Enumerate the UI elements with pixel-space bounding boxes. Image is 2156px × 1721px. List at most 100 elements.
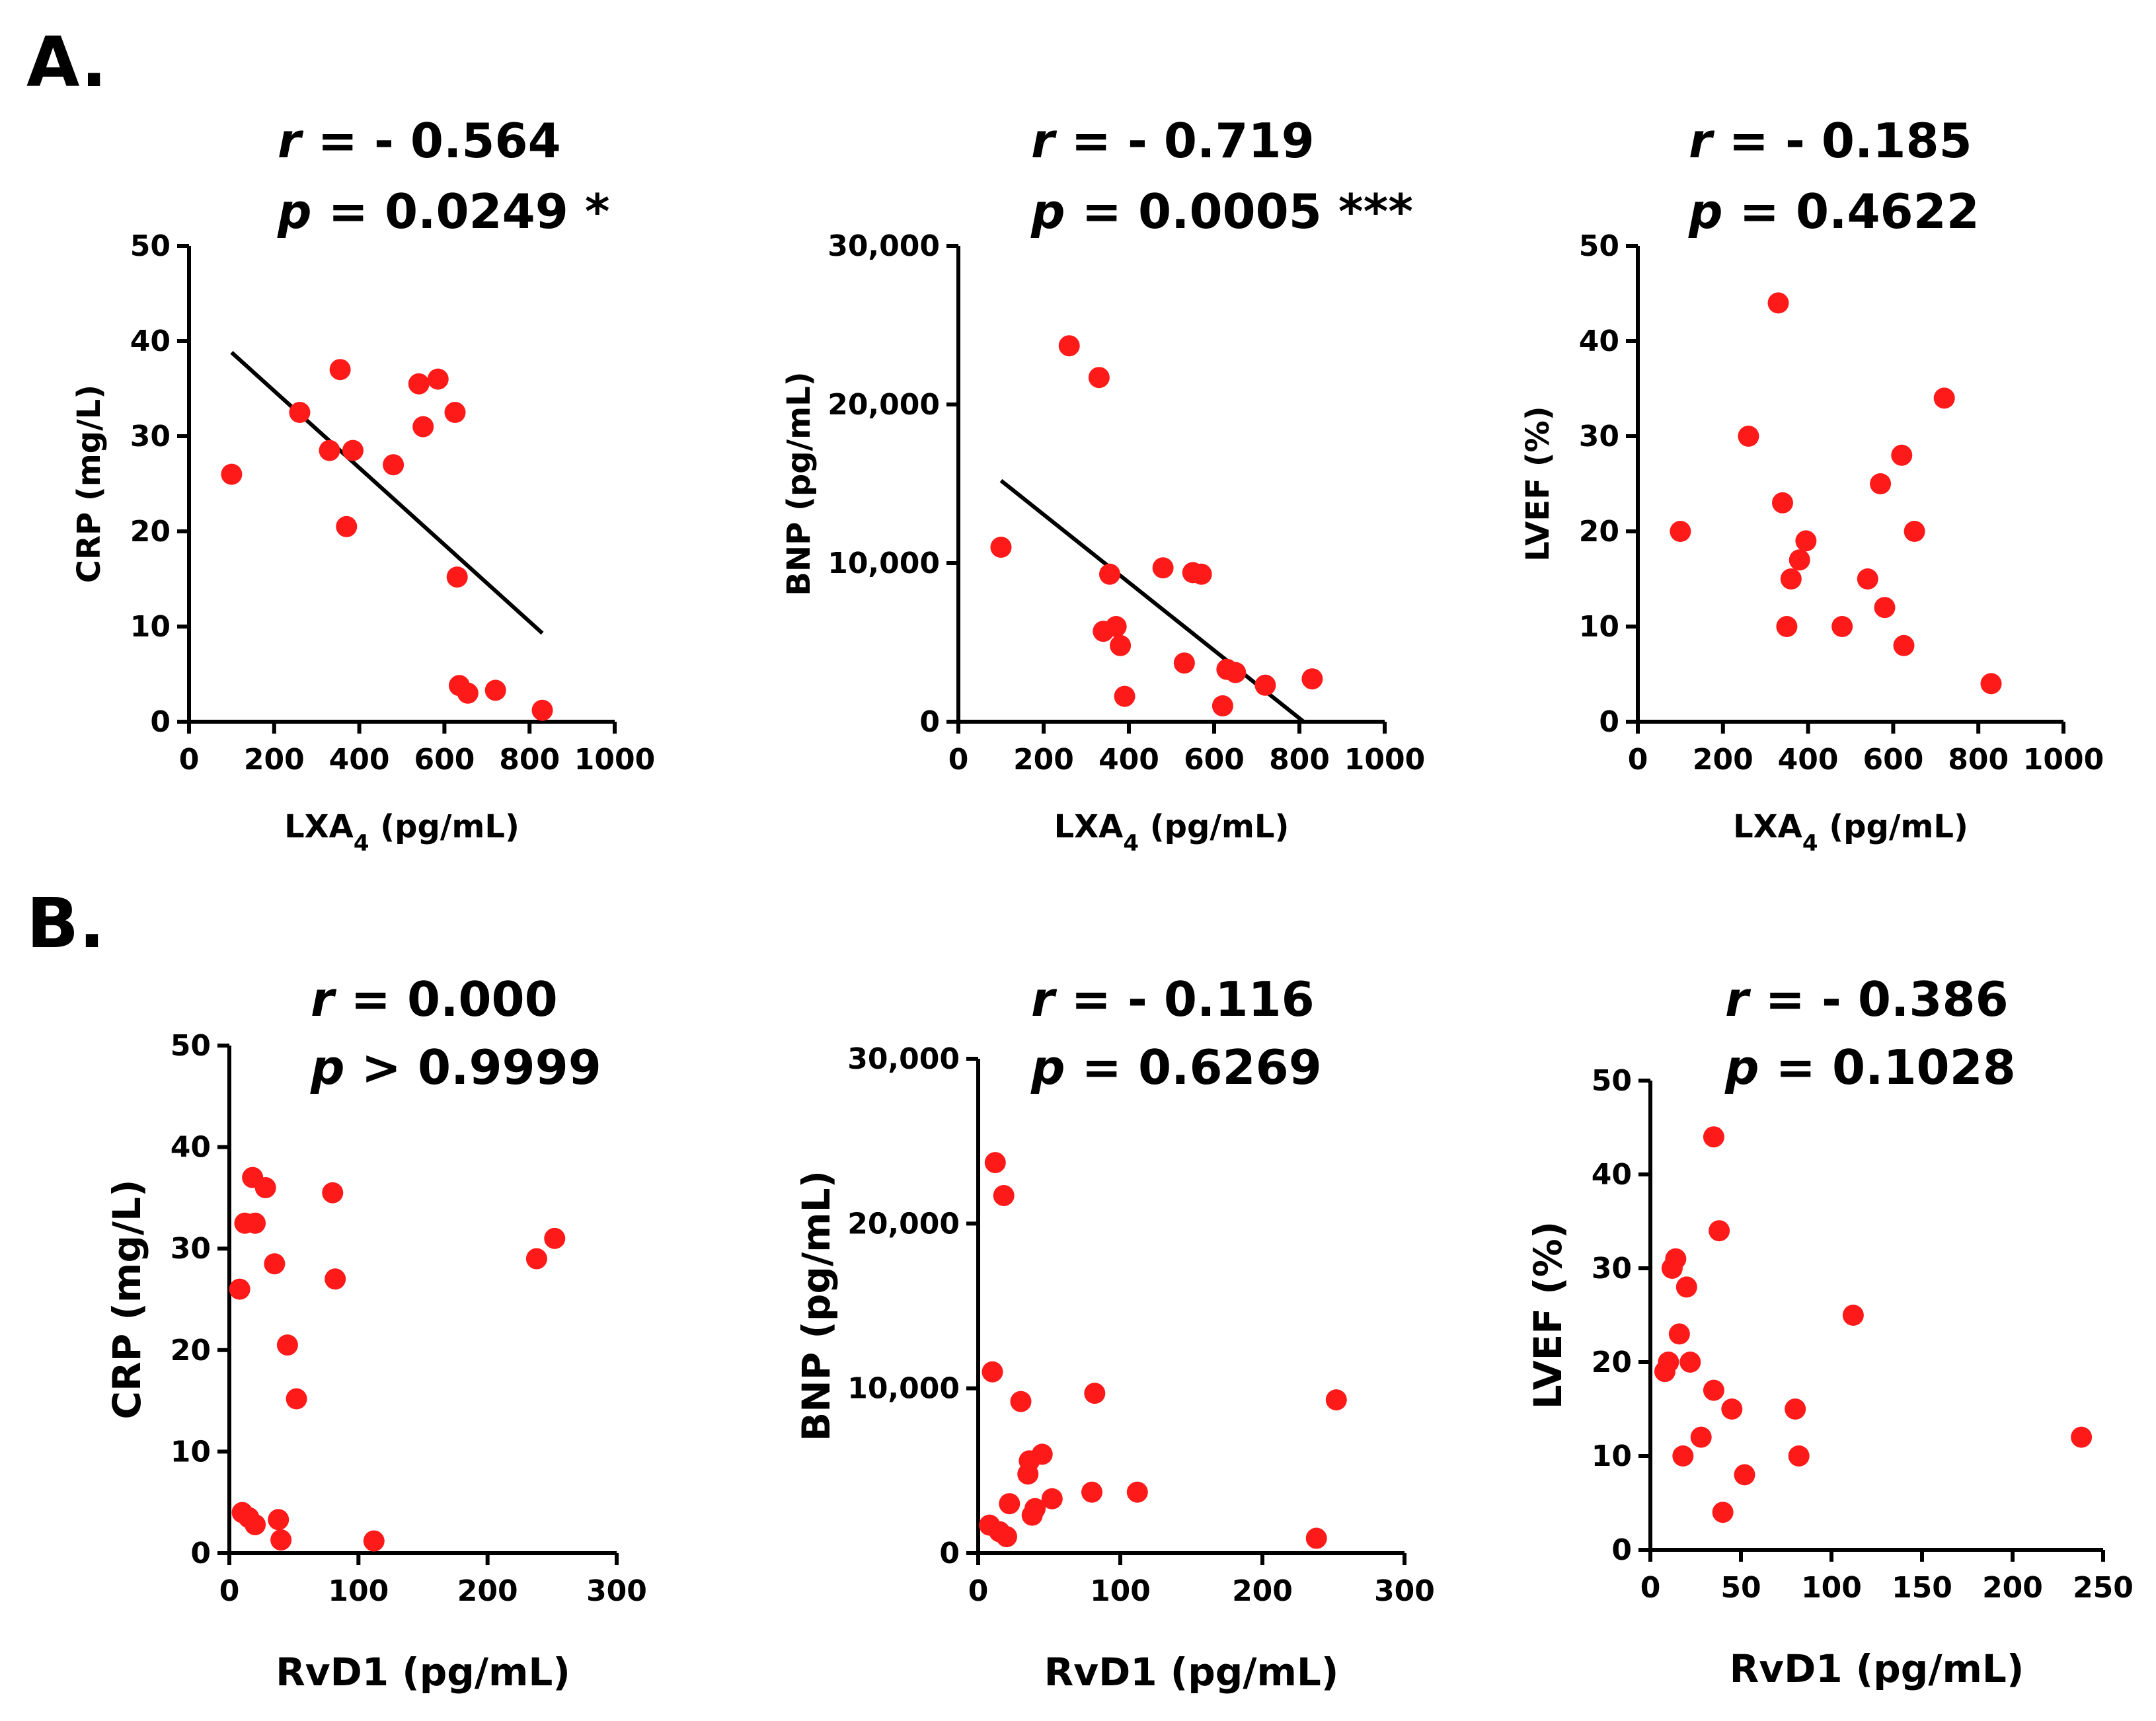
- data-point: [1679, 1352, 1701, 1373]
- data-point: [245, 1212, 266, 1234]
- data-point: [1024, 1498, 1046, 1519]
- data-point: [1721, 1398, 1743, 1420]
- data-point: [982, 1361, 1003, 1383]
- data-point: [444, 402, 466, 423]
- data-point: [408, 373, 430, 395]
- x-tick-label: 0: [179, 743, 200, 777]
- regression-line: [230, 351, 544, 635]
- x-axis-label: LXA4 (pg/mL): [284, 808, 520, 857]
- data-point: [412, 416, 434, 438]
- data-point: [1933, 387, 1955, 409]
- stat-r-b-lvef: r = - 0.386: [1725, 972, 2009, 1027]
- y-axis-label: CRP (mg/L): [104, 1179, 149, 1419]
- data-point: [1703, 1126, 1724, 1148]
- stat-r-symbol: r: [1725, 972, 1752, 1027]
- data-point: [525, 1248, 547, 1270]
- data-point: [1301, 668, 1323, 690]
- data-point: [531, 699, 553, 721]
- x-tick-label: 100: [328, 1574, 389, 1608]
- y-tick-label: 40: [171, 1131, 211, 1165]
- data-point: [264, 1253, 286, 1275]
- data-point: [276, 1334, 298, 1356]
- x-axis-label-main: LXA: [1733, 808, 1802, 845]
- stat-p-a-lvef: p = 0.4622: [1688, 184, 1980, 239]
- data-point: [1690, 1426, 1712, 1448]
- data-point: [1041, 1488, 1063, 1510]
- stat-p-symbol: p: [1724, 1040, 1759, 1095]
- x-axis-label-unit: (pg/mL): [1843, 1646, 2024, 1691]
- stat-r-value: = - 0.185: [1713, 113, 1972, 169]
- y-tick-label: 50: [1592, 1064, 1632, 1098]
- stat-r-value: = - 0.116: [1055, 972, 1315, 1027]
- y-tick-label: 50: [171, 1029, 211, 1063]
- y-tick-label: 0: [1599, 705, 1619, 739]
- x-tick-label: 1000: [574, 743, 655, 777]
- stat-p-symbol: p: [277, 184, 312, 239]
- stat-p-b-lvef: p = 0.1028: [1724, 1040, 2016, 1095]
- x-tick-label: 600: [1184, 743, 1245, 777]
- stat-p-value: > 0.9999: [345, 1040, 601, 1095]
- data-point: [270, 1529, 292, 1551]
- y-axis-label: BNP (pg/mL): [794, 1170, 839, 1441]
- data-point: [1893, 634, 1915, 656]
- data-point: [336, 516, 358, 537]
- data-point: [1703, 1379, 1724, 1401]
- y-tick-label: 0: [150, 705, 171, 739]
- data-point: [342, 440, 364, 461]
- data-point: [383, 454, 404, 476]
- y-tick-label: 0: [1611, 1533, 1632, 1567]
- x-tick-label: 0: [219, 1574, 240, 1608]
- y-tick-label: 10,000: [847, 1372, 960, 1406]
- x-tick-label: 300: [1374, 1574, 1435, 1608]
- stat-p-b-bnp: p = 0.6269: [1030, 1040, 1322, 1095]
- x-axis-label: RvD1 (pg/mL): [276, 1650, 570, 1695]
- panel-label-b: B.: [26, 883, 105, 964]
- data-point: [1771, 492, 1793, 514]
- data-point: [1225, 662, 1247, 683]
- data-point: [1658, 1352, 1679, 1373]
- stat-r-value: = - 0.719: [1055, 113, 1315, 169]
- data-point: [1088, 367, 1110, 389]
- data-point: [1325, 1389, 1347, 1411]
- y-tick-label: 30,000: [847, 1042, 960, 1076]
- data-point: [2071, 1426, 2093, 1448]
- x-tick-label: 0: [968, 1574, 989, 1608]
- stat-r-symbol: r: [1689, 113, 1715, 169]
- x-axis-label-main: RvD1: [1730, 1646, 1843, 1691]
- data-point: [1712, 1502, 1734, 1523]
- data-point: [1305, 1527, 1327, 1549]
- x-axis-label-unit: (pg/mL): [1139, 808, 1289, 845]
- y-tick-label: 30,000: [828, 229, 940, 263]
- stat-r-value: = - 0.386: [1749, 972, 2009, 1027]
- data-point: [221, 463, 243, 485]
- x-axis-label-unit: (pg/mL): [1157, 1650, 1339, 1695]
- chart-b-crp: r = 0.000 p > 0.9999 0 10 20 30 40 50 0 100 200 300…: [104, 972, 647, 1695]
- data-point: [1788, 1445, 1810, 1467]
- data-point: [1212, 695, 1233, 716]
- data-point: [363, 1530, 385, 1552]
- data-point: [1190, 563, 1212, 585]
- x-tick-label: 200: [1693, 743, 1753, 777]
- stat-p-symbol: p: [1030, 184, 1065, 239]
- y-tick-label: 20: [1592, 1346, 1632, 1379]
- data-point: [1874, 597, 1896, 619]
- data-point: [1152, 557, 1174, 579]
- data-point: [325, 1268, 346, 1290]
- data-point: [322, 1182, 344, 1204]
- x-tick-label: 400: [329, 743, 390, 777]
- data-point: [1738, 426, 1759, 447]
- data-point: [484, 679, 506, 701]
- data-point: [1780, 568, 1802, 590]
- data-point: [1795, 530, 1817, 552]
- data-point: [286, 1388, 307, 1410]
- data-point: [1114, 685, 1136, 707]
- data-point: [329, 359, 351, 381]
- data-point: [1173, 652, 1195, 674]
- x-axis-label-unit: (pg/mL): [1818, 808, 1968, 845]
- data-point: [990, 537, 1012, 558]
- x-tick-label: 400: [1778, 743, 1839, 777]
- stat-p-symbol: p: [1030, 1040, 1065, 1095]
- stat-p-symbol: p: [1688, 184, 1723, 239]
- stat-r-b-crp: r = 0.000: [311, 972, 558, 1027]
- data-point: [1110, 634, 1132, 656]
